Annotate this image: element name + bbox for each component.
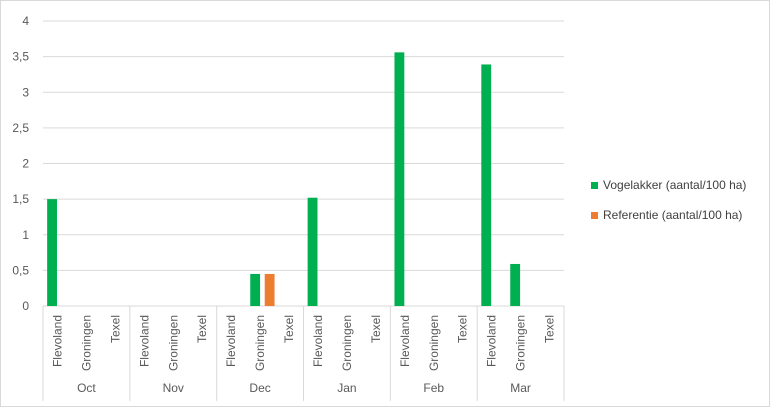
y-tick-label: 3,5 [12, 50, 29, 64]
y-tick-label: 3 [22, 85, 29, 99]
x-tick-label: Flevoland [398, 315, 412, 367]
x-tick-label: Groningen [514, 315, 528, 371]
y-tick-label: 0,5 [12, 263, 29, 277]
x-tick-label: Groningen [427, 315, 441, 371]
x-tick-label: Groningen [253, 315, 267, 371]
x-tick-label: Flevoland [224, 315, 238, 367]
group-label: Jan [337, 381, 356, 395]
y-tick-label: 1 [22, 228, 29, 242]
y-tick-label: 1,5 [12, 192, 29, 206]
bar [250, 273, 261, 306]
legend-swatch-referentie [591, 211, 598, 219]
x-tick-label: Flevoland [485, 315, 499, 367]
bar [307, 197, 318, 306]
group-label: Feb [423, 381, 444, 395]
x-tick-label: Flevoland [50, 315, 64, 367]
bar [510, 263, 521, 306]
y-tick-label: 0 [22, 299, 29, 313]
group-label: Oct [77, 381, 96, 395]
bar [47, 199, 57, 306]
y-tick-label: 2 [22, 157, 29, 171]
legend-swatch-vogelakker [591, 181, 598, 189]
x-tick-label: Flevoland [311, 315, 325, 367]
x-tick-label: Groningen [166, 315, 180, 371]
group-label: Mar [510, 381, 531, 395]
x-tick-label: Flevoland [137, 315, 151, 367]
bar [481, 64, 492, 307]
x-tick-label: Texel [456, 315, 470, 343]
x-tick-label: Texel [282, 315, 296, 343]
x-tick-label: Texel [543, 315, 557, 343]
x-tick-label: Texel [195, 315, 209, 343]
legend-item-vogelakker: Vogelakker (aantal/100 ha) [591, 177, 746, 193]
x-tick-label: Texel [108, 315, 122, 343]
bar [264, 273, 275, 306]
group-label: Nov [163, 381, 184, 395]
bar [394, 52, 405, 306]
group-label: Dec [249, 381, 270, 395]
x-tick-label: Groningen [340, 315, 354, 371]
legend-label-vogelakker: Vogelakker (aantal/100 ha) [603, 178, 747, 192]
legend-item-referentie: Referentie (aantal/100 ha) [591, 207, 746, 223]
legend-label-referentie: Referentie (aantal/100 ha) [603, 208, 743, 222]
x-tick-label: Texel [369, 315, 383, 343]
y-tick-label: 2,5 [12, 121, 29, 135]
x-tick-label: Groningen [79, 315, 93, 371]
legend: Vogelakker (aantal/100 ha) Referentie (a… [591, 177, 746, 237]
y-tick-label: 4 [22, 14, 29, 28]
